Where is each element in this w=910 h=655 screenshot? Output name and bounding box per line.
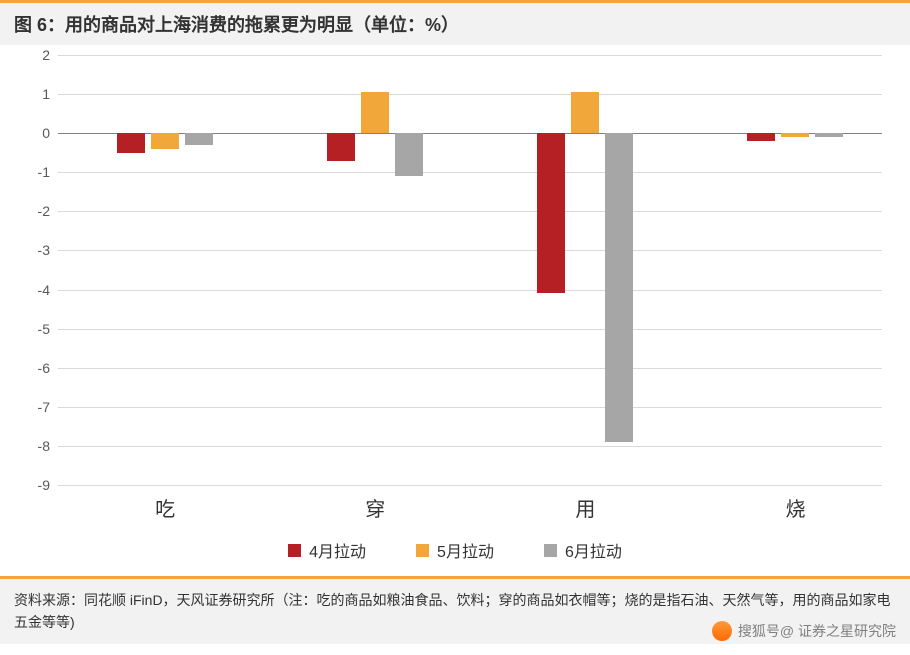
sohu-logo-icon bbox=[712, 621, 732, 641]
chart-container: -9-8-7-6-5-4-3-2-1012吃穿用烧 bbox=[20, 55, 890, 530]
bar bbox=[117, 133, 145, 153]
legend-item: 5月拉动 bbox=[416, 538, 494, 562]
x-category-label: 用 bbox=[575, 485, 595, 522]
y-tick-label: 1 bbox=[24, 86, 58, 102]
bar bbox=[571, 92, 599, 133]
x-category-label: 烧 bbox=[785, 485, 805, 522]
watermark-text: 搜狐号@ 证券之星研究院 bbox=[738, 621, 896, 641]
bar bbox=[537, 133, 565, 293]
y-tick-label: 0 bbox=[24, 125, 58, 141]
bar bbox=[361, 92, 389, 133]
watermark: 搜狐号@ 证券之星研究院 bbox=[712, 621, 896, 641]
grid-line bbox=[58, 94, 882, 95]
x-category-label: 吃 bbox=[155, 485, 175, 522]
grid-line bbox=[58, 446, 882, 447]
bar bbox=[151, 133, 179, 149]
grid-line bbox=[58, 250, 882, 251]
y-tick-label: -9 bbox=[24, 477, 58, 493]
y-tick-label: -5 bbox=[24, 321, 58, 337]
legend-label: 6月拉动 bbox=[565, 538, 622, 562]
legend-item: 4月拉动 bbox=[288, 538, 366, 562]
y-tick-label: -6 bbox=[24, 360, 58, 376]
bar bbox=[781, 133, 809, 137]
bar bbox=[185, 133, 213, 145]
y-tick-label: 2 bbox=[24, 47, 58, 63]
legend-label: 4月拉动 bbox=[309, 538, 366, 562]
legend: 4月拉动 5月拉动 6月拉动 bbox=[0, 530, 910, 576]
bar bbox=[395, 133, 423, 176]
legend-swatch-icon bbox=[416, 544, 429, 557]
legend-swatch-icon bbox=[544, 544, 557, 557]
grid-line bbox=[58, 485, 882, 486]
chart-title: 图 6：用的商品对上海消费的拖累更为明显（单位：%） bbox=[0, 0, 910, 45]
grid-line bbox=[58, 290, 882, 291]
y-tick-label: -1 bbox=[24, 164, 58, 180]
y-tick-label: -3 bbox=[24, 242, 58, 258]
grid-line bbox=[58, 55, 882, 56]
plot-area: -9-8-7-6-5-4-3-2-1012吃穿用烧 bbox=[58, 55, 882, 485]
bar bbox=[327, 133, 355, 160]
legend-label: 5月拉动 bbox=[437, 538, 494, 562]
grid-line bbox=[58, 211, 882, 212]
y-tick-label: -8 bbox=[24, 438, 58, 454]
bar bbox=[815, 133, 843, 137]
y-tick-label: -7 bbox=[24, 399, 58, 415]
y-tick-label: -4 bbox=[24, 282, 58, 298]
x-category-label: 穿 bbox=[365, 485, 385, 522]
bar bbox=[747, 133, 775, 141]
legend-item: 6月拉动 bbox=[544, 538, 622, 562]
grid-line bbox=[58, 407, 882, 408]
grid-line bbox=[58, 172, 882, 173]
legend-swatch-icon bbox=[288, 544, 301, 557]
grid-line bbox=[58, 329, 882, 330]
grid-line bbox=[58, 368, 882, 369]
y-tick-label: -2 bbox=[24, 203, 58, 219]
bar bbox=[605, 133, 633, 442]
